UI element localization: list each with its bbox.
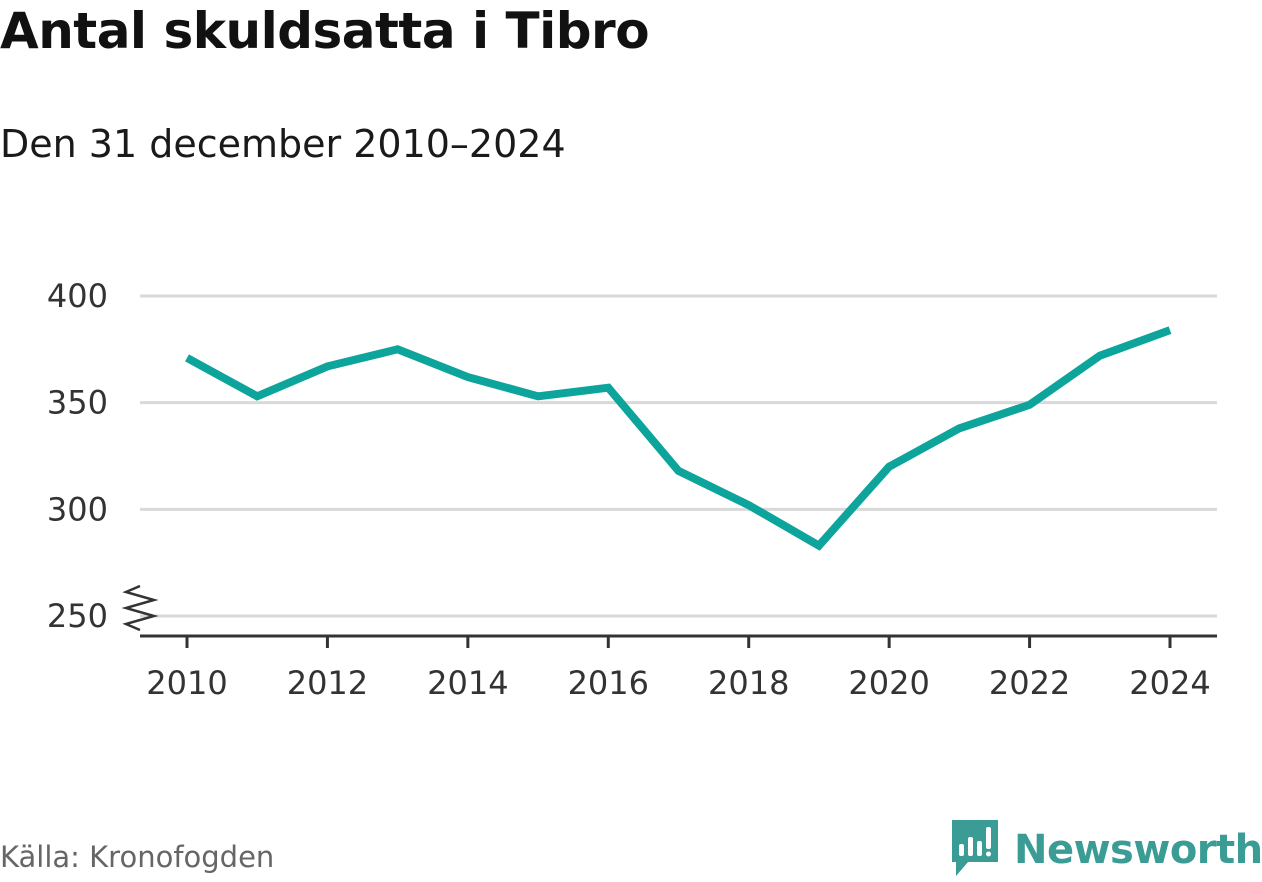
x-tick-label: 2020 bbox=[848, 664, 929, 702]
chart-subtitle: Den 31 december 2010–2024 bbox=[0, 122, 566, 166]
x-tick-label: 2014 bbox=[427, 664, 508, 702]
y-axis-break-marker bbox=[121, 584, 159, 632]
x-tick-label: 2010 bbox=[146, 664, 227, 702]
x-tick-label: 2022 bbox=[989, 664, 1070, 702]
series-line bbox=[185, 326, 1172, 551]
y-tick-label: 300 bbox=[47, 490, 108, 528]
chart-title: Antal skuldsatta i Tibro bbox=[0, 2, 650, 60]
y-axis-ticks: 250 300 350 400 bbox=[47, 277, 159, 635]
x-tick-label: 2012 bbox=[287, 664, 368, 702]
brand-name: Newsworthy bbox=[1014, 827, 1262, 873]
x-tick-label: 2018 bbox=[708, 664, 789, 702]
y-tick-label: 250 bbox=[47, 597, 108, 635]
x-tick-label: 2024 bbox=[1129, 664, 1210, 702]
newsworthy-logo-icon bbox=[950, 818, 1000, 882]
x-axis: 2010 2012 2014 2016 2018 2020 2022 2024 bbox=[140, 634, 1217, 702]
y-tick-label: 400 bbox=[47, 277, 108, 315]
source-note: Källa: Kronofogden bbox=[0, 840, 275, 874]
series-layer bbox=[185, 326, 1172, 551]
grid-lines bbox=[140, 294, 1217, 618]
brand: Newsworthy bbox=[950, 818, 1262, 882]
x-tick-label: 2016 bbox=[568, 664, 649, 702]
y-tick-label: 350 bbox=[47, 384, 108, 422]
